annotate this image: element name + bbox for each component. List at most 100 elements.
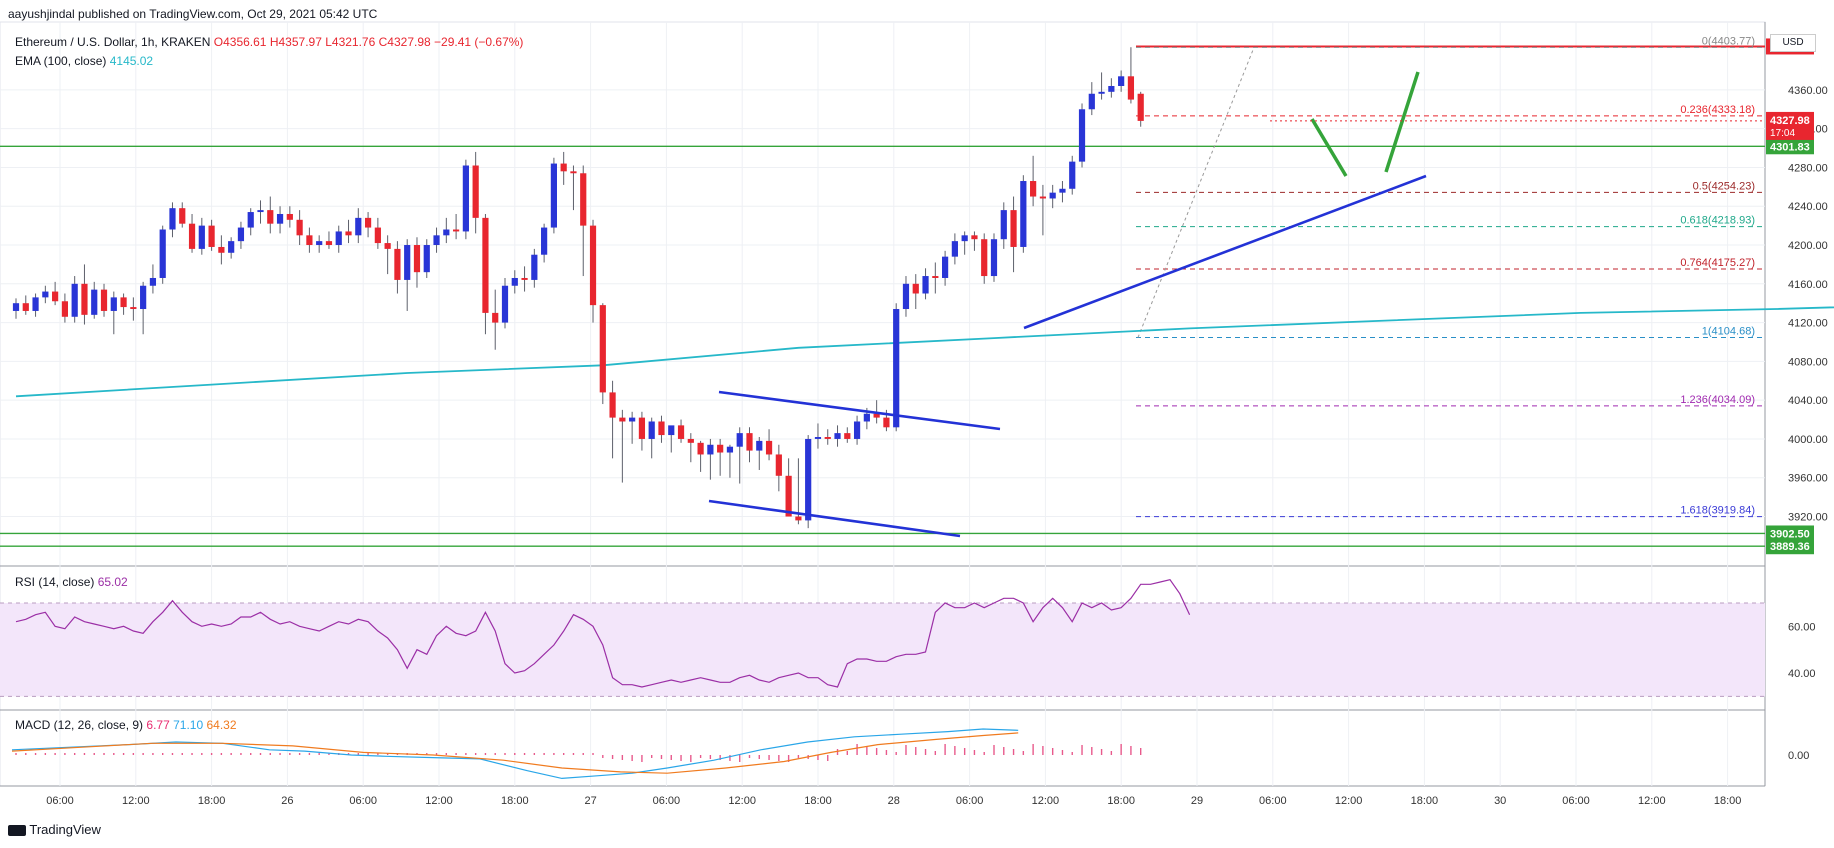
macd-legend[interactable]: MACD (12, 26, close, 9) 6.77 71.10 64.32: [15, 718, 237, 732]
x-tick-label: 06:00: [956, 795, 984, 807]
x-tick-label: 12:00: [1638, 795, 1666, 807]
tradingview-logo[interactable]: TradingView: [8, 822, 101, 837]
candle-body: [247, 212, 254, 228]
rsi-legend[interactable]: RSI (14, close) 65.02: [15, 575, 128, 589]
fib-level-label: 1.618(3919.84): [1680, 505, 1755, 517]
candle-body: [433, 235, 440, 246]
candle-body: [599, 305, 606, 393]
fib-level-label: 0.618(4218.93): [1680, 215, 1755, 227]
y-tick-label: 4160.00: [1788, 279, 1828, 291]
candle-body: [130, 307, 137, 310]
candle-body: [951, 241, 958, 257]
x-tick-label: 12:00: [728, 795, 756, 807]
candle-body: [325, 241, 333, 246]
candle-body: [570, 171, 577, 174]
candle-body: [267, 210, 274, 224]
candle-body: [961, 235, 968, 242]
candle-body: [1020, 181, 1027, 247]
candle-body: [1108, 85, 1115, 92]
candle-body: [1118, 76, 1125, 86]
candle-body: [677, 425, 685, 439]
candle-body: [423, 245, 430, 273]
y-tick-label: 4240.00: [1788, 201, 1828, 213]
candle-body: [785, 475, 792, 517]
channel-upper-line: [718, 390, 1001, 431]
candle-body: [218, 246, 225, 253]
candle-body: [453, 229, 460, 232]
candle-body: [462, 165, 469, 232]
candle-body: [208, 225, 215, 247]
macd-hist-value: 6.77: [146, 718, 170, 732]
level-tag-label: 4301.83: [1770, 141, 1810, 153]
ema-label: EMA (100, close): [15, 54, 107, 68]
rsi-label: RSI (14, close): [15, 575, 95, 589]
candle-body: [775, 454, 782, 476]
y-tick-label: 4280.00: [1788, 162, 1828, 174]
candle-body: [345, 231, 352, 236]
candle-body: [355, 217, 362, 236]
candle-body: [1000, 210, 1007, 240]
candle-body: [765, 440, 773, 455]
candle-body: [120, 297, 127, 308]
x-tick-label: 06:00: [653, 795, 681, 807]
fib-level-label: 1(4104.68): [1702, 325, 1755, 337]
current-price-tag: [1766, 111, 1814, 140]
candle-body: [404, 245, 411, 280]
x-tick-label: 29: [1191, 795, 1203, 807]
candle-body: [179, 208, 186, 224]
candle-body: [981, 239, 988, 277]
projection-up-line: [1384, 71, 1420, 173]
x-tick-label: 18:00: [1107, 795, 1135, 807]
candle-body: [472, 165, 479, 218]
level-tag-label: 3889.36: [1770, 541, 1810, 553]
ohlc-high: H4357.97: [269, 35, 322, 49]
candle-body: [560, 163, 567, 172]
candle-body: [71, 283, 78, 317]
candle-body: [316, 241, 323, 246]
candle-body: [482, 217, 489, 313]
candle-body: [531, 254, 538, 280]
x-tick-label: 18:00: [198, 795, 226, 807]
symbol-legend[interactable]: Ethereum / U.S. Dollar, 1h, KRAKEN O4356…: [15, 35, 523, 49]
candle-body: [52, 291, 59, 302]
candle-body: [169, 208, 176, 230]
candle-body: [521, 277, 528, 280]
candle-body: [228, 241, 235, 253]
candle-body: [22, 303, 29, 311]
candle-body: [374, 227, 381, 244]
candle-body: [413, 245, 421, 273]
fib-level-label: 0.236(4333.18): [1680, 104, 1755, 116]
candle-body: [658, 421, 665, 436]
candle-body: [1137, 93, 1144, 121]
x-tick-label: 18:00: [804, 795, 832, 807]
candle-body: [805, 438, 812, 521]
candle-body: [1069, 161, 1076, 189]
rising-support-line: [1023, 174, 1427, 330]
macd-line-value: 71.10: [173, 718, 204, 732]
ohlc-low: L4321.76: [325, 35, 376, 49]
candle-body: [32, 297, 39, 311]
candle-body: [668, 425, 675, 436]
candle-body: [188, 223, 196, 249]
candle-body: [638, 417, 646, 439]
candle-body: [853, 421, 861, 439]
candle-body: [1088, 93, 1095, 110]
y-tick-label: 4080.00: [1788, 356, 1828, 368]
candle-body: [863, 413, 870, 422]
candle-body: [1098, 91, 1105, 94]
macd-signal-line: [11, 732, 1019, 774]
candle-body: [844, 433, 851, 439]
candle-body: [91, 289, 98, 315]
y-tick-label: 4360.00: [1788, 85, 1828, 97]
candle-body: [511, 277, 518, 286]
candle-body: [1010, 210, 1017, 247]
tradingview-logo-icon: [8, 825, 26, 837]
candle-body: [990, 239, 998, 277]
fib-trend-line: [1137, 47, 1255, 338]
candle-body: [110, 297, 117, 311]
x-tick-label: 06:00: [1562, 795, 1590, 807]
fib-level-label: 0(4403.77): [1702, 35, 1755, 47]
candle-body: [756, 440, 763, 451]
ema-legend[interactable]: EMA (100, close) 4145.02: [15, 54, 153, 68]
